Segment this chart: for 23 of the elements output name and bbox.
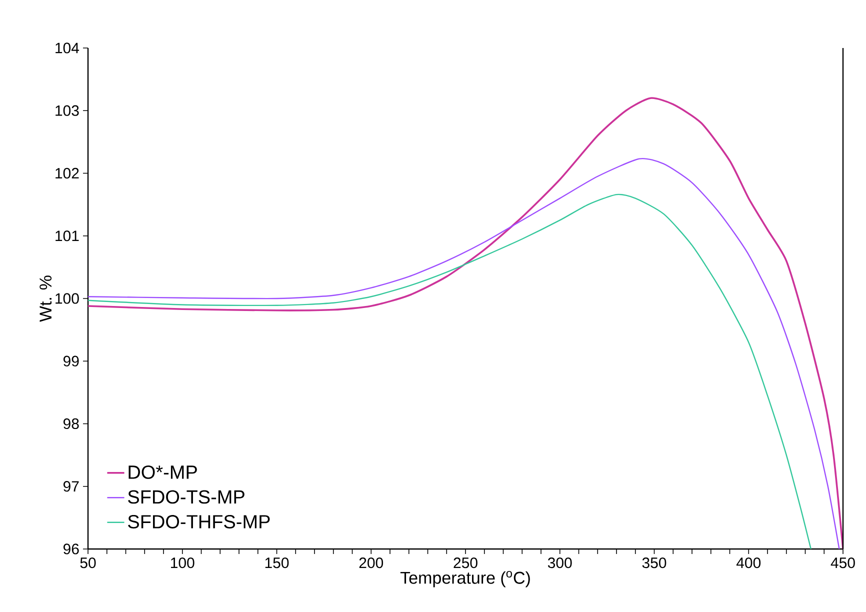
x-tick-label: 200 xyxy=(359,558,384,568)
y-tick-label: 101 xyxy=(56,230,79,242)
y-tick-label: 104 xyxy=(56,42,80,54)
x-tick-label: 100 xyxy=(171,558,194,568)
x-axis-title: Temperature ($^{o}$C) xyxy=(400,571,530,588)
legend-label: SFDO-THFS-MP xyxy=(128,514,270,528)
y-tick-label: 98 xyxy=(63,418,79,430)
y-axis-title: Wt. % xyxy=(40,276,52,322)
x-tick-label: 50 xyxy=(80,558,96,568)
legend-label: DO*-MP xyxy=(128,465,197,479)
y-tick-label: 103 xyxy=(56,105,79,116)
x-tick-label: 150 xyxy=(265,558,289,568)
legend-label: SFDO-TS-MP xyxy=(128,490,244,504)
x-tick-label: 400 xyxy=(736,558,761,568)
y-tick-label: 99 xyxy=(63,356,79,366)
x-tick-label: 300 xyxy=(548,558,572,568)
y-tick-label: 97 xyxy=(63,481,79,492)
y-tick-label: 96 xyxy=(63,544,79,554)
x-tick-label: 250 xyxy=(454,558,478,568)
y-tick-label: 102 xyxy=(56,168,79,179)
y-tick-label: 100 xyxy=(56,293,79,304)
x-tick-label: 350 xyxy=(642,558,666,568)
x-tick-label: 450 xyxy=(830,558,855,568)
